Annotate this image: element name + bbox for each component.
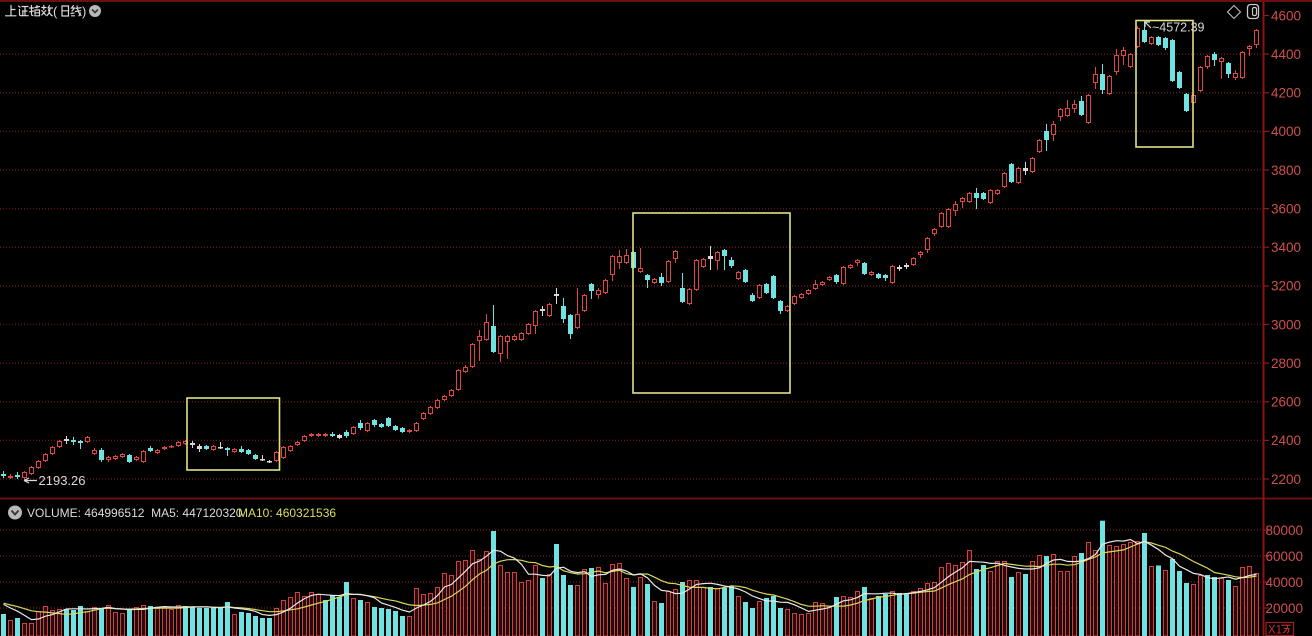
svg-text:): ) xyxy=(82,4,86,19)
svg-text:2200: 2200 xyxy=(1271,472,1301,487)
svg-text:4000: 4000 xyxy=(1271,124,1301,139)
svg-text:3200: 3200 xyxy=(1271,279,1301,294)
svg-text:3400: 3400 xyxy=(1271,240,1301,255)
svg-text:2193.26: 2193.26 xyxy=(39,473,86,488)
svg-text:4600: 4600 xyxy=(1271,8,1301,23)
svg-text:~4572.39: ~4572.39 xyxy=(1152,21,1205,35)
svg-text:MA10: 460321536: MA10: 460321536 xyxy=(238,506,336,520)
svg-text:20000: 20000 xyxy=(1265,601,1303,616)
svg-text:4400: 4400 xyxy=(1271,47,1301,62)
svg-text:(: ( xyxy=(53,4,58,19)
svg-text:2800: 2800 xyxy=(1271,356,1301,371)
svg-text:40000: 40000 xyxy=(1265,575,1303,590)
svg-text:60000: 60000 xyxy=(1265,549,1303,564)
svg-text:4200: 4200 xyxy=(1271,86,1301,101)
svg-text:80000: 80000 xyxy=(1265,523,1303,538)
svg-text:3800: 3800 xyxy=(1271,163,1301,178)
svg-text:3600: 3600 xyxy=(1271,201,1301,216)
svg-text:2600: 2600 xyxy=(1271,395,1301,410)
svg-text:VOLUME: 464996512 MA5: 447120: VOLUME: 464996512 MA5: 447120320 xyxy=(27,506,243,520)
svg-text:3000: 3000 xyxy=(1271,317,1301,332)
svg-text:X1: X1 xyxy=(1268,625,1282,636)
svg-text:2400: 2400 xyxy=(1271,433,1301,448)
